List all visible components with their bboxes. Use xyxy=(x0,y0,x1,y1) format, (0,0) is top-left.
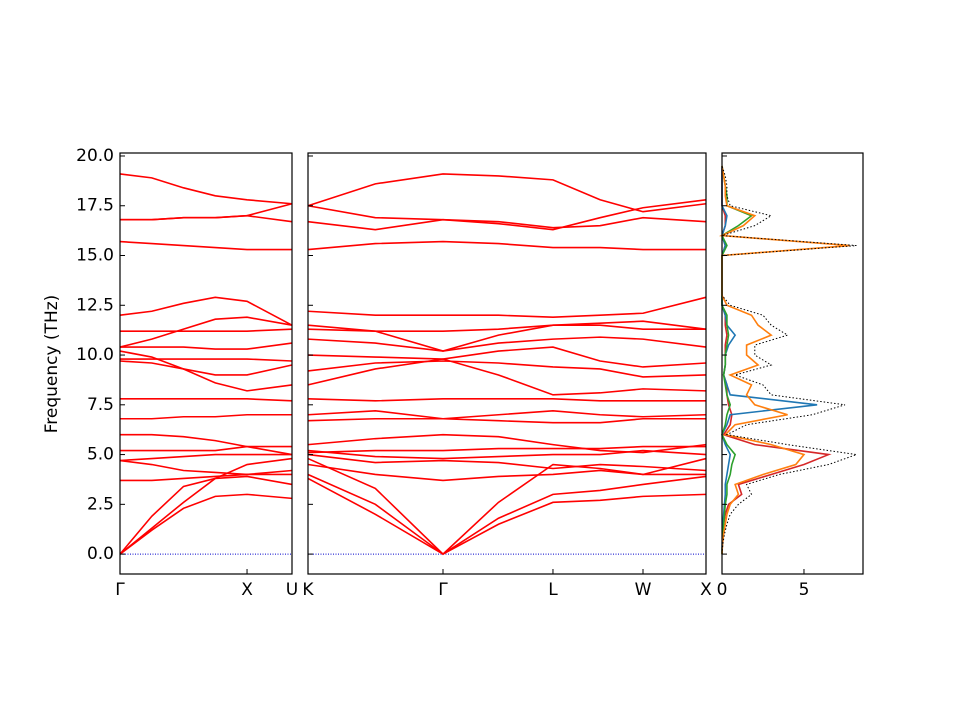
band xyxy=(120,358,293,362)
band xyxy=(307,360,707,378)
band xyxy=(120,398,293,402)
band xyxy=(307,477,707,556)
y-tick-label: 5.0 xyxy=(87,445,114,465)
band xyxy=(119,360,293,376)
band xyxy=(119,240,292,251)
x-tick-label: W xyxy=(635,580,652,600)
x-tick-label: Γ xyxy=(115,580,125,600)
x-tick-label: U xyxy=(286,580,298,600)
y-tick-label: 12.5 xyxy=(76,295,114,315)
x-tick-label: K xyxy=(302,580,314,600)
band xyxy=(307,320,707,332)
band xyxy=(119,453,292,462)
y-tick-label: 17.5 xyxy=(76,196,114,216)
band xyxy=(307,453,707,472)
band xyxy=(307,324,706,352)
dos-curve xyxy=(718,165,850,555)
band xyxy=(120,342,293,350)
band xyxy=(307,433,707,454)
band xyxy=(120,214,293,223)
y-tick-label: 7.5 xyxy=(87,395,114,415)
band xyxy=(307,409,707,422)
x-tick-label: X xyxy=(241,580,253,600)
band xyxy=(120,413,292,420)
band xyxy=(307,296,707,319)
band xyxy=(307,409,706,424)
band xyxy=(307,463,706,482)
x-tick-label: Γ xyxy=(438,580,448,600)
dos-curve xyxy=(720,165,754,555)
x-tick-label: 5 xyxy=(799,580,810,600)
band xyxy=(119,493,293,555)
y-tick-label: 20.0 xyxy=(76,146,114,166)
band xyxy=(119,457,293,555)
band xyxy=(120,433,293,456)
y-tick-label: 2.5 xyxy=(87,494,114,514)
band xyxy=(119,459,293,476)
x-tick-label: L xyxy=(548,580,558,600)
band xyxy=(119,173,293,205)
x-tick-label: X xyxy=(700,580,712,600)
band xyxy=(119,475,293,555)
band xyxy=(307,398,706,402)
y-tick-label: 10.0 xyxy=(76,345,114,365)
band xyxy=(307,346,707,368)
band xyxy=(119,316,293,348)
band xyxy=(307,198,707,231)
x-tick-label: 0 xyxy=(717,580,728,600)
band xyxy=(119,296,293,326)
y-tick-label: 0.0 xyxy=(87,544,114,564)
band xyxy=(120,328,293,332)
band xyxy=(119,350,293,392)
band xyxy=(307,445,706,454)
plot-frame xyxy=(119,152,293,575)
band xyxy=(120,445,292,452)
plot-frame xyxy=(721,152,864,575)
band xyxy=(307,336,707,352)
band xyxy=(307,358,707,396)
plot-frame xyxy=(307,152,707,575)
band xyxy=(307,449,707,460)
band xyxy=(307,240,706,251)
y-tick-label: 15.0 xyxy=(76,246,114,266)
dos-curve xyxy=(721,165,857,555)
band xyxy=(307,173,707,213)
y-axis-label: Frequency (THz) xyxy=(42,295,62,434)
band xyxy=(307,204,707,229)
band xyxy=(307,473,707,556)
